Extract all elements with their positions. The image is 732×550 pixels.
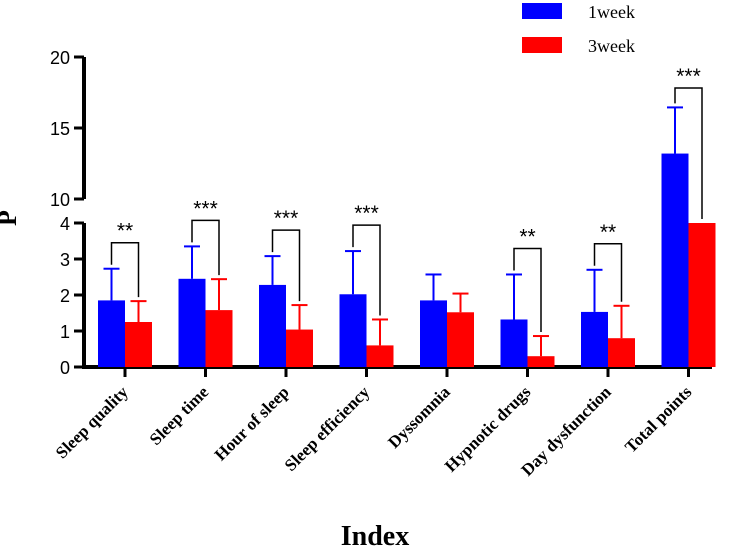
- significance-label: ***: [676, 65, 701, 88]
- bar-3week-6: [527, 356, 555, 367]
- y-axis-title: P: [0, 210, 22, 226]
- bar-1week-6: [500, 319, 528, 367]
- y-tick-label: 2: [60, 286, 70, 306]
- significance-label: **: [600, 221, 616, 244]
- y-tick-label: 10: [50, 190, 70, 210]
- y-tick-label: 3: [60, 250, 70, 270]
- significance-label: ***: [193, 197, 218, 220]
- x-tick-label: Sleep quality: [52, 382, 132, 462]
- x-tick-label: Sleep time: [146, 382, 213, 449]
- bar-3week-3: [286, 329, 313, 367]
- y-tick-label: 0: [60, 358, 70, 378]
- significance-label: **: [519, 225, 535, 248]
- bar-3week-8: [688, 223, 716, 367]
- bar-3week-1: [125, 322, 152, 367]
- y-tick-label: 20: [50, 48, 70, 68]
- plot-area: 10 15 20 0 1 2 3 4 Sleep quality ** Sleep time *** H…: [50, 48, 716, 480]
- bar-1week-7: [581, 311, 608, 367]
- significance-bracket: [593, 243, 623, 302]
- significance-bracket: [191, 219, 220, 276]
- bar-1week-2: [178, 278, 206, 367]
- legend-swatch-1week: [522, 3, 562, 19]
- bar-1week-1: [98, 300, 125, 367]
- significance-label: ***: [274, 207, 299, 230]
- x-tick-label: Hypnotic drugs: [441, 382, 535, 476]
- x-tick-label: Sleep efficiency: [281, 382, 374, 475]
- x-tick-label: Total points: [621, 382, 695, 456]
- significance-bracket: [513, 247, 542, 333]
- bar-3week-2: [205, 310, 233, 367]
- legend-label-1week: 1week: [588, 2, 635, 22]
- bar-1week-8: [661, 153, 689, 367]
- significance-bracket: [271, 229, 301, 302]
- significance-label: **: [117, 220, 133, 243]
- x-tick-label: Dyssomnia: [384, 382, 454, 452]
- significance-label: ***: [354, 202, 379, 225]
- legend-swatch-3week: [522, 37, 562, 53]
- y-tick-label: 15: [50, 119, 70, 139]
- significance-bracket: [674, 87, 703, 219]
- significance-bracket: [110, 241, 140, 298]
- bar-3week-5: [447, 312, 474, 367]
- bar-3week-4: [366, 345, 394, 367]
- x-tick-label: Hour of sleep: [211, 382, 293, 464]
- bar-1week-3: [259, 284, 286, 367]
- y-tick-label: 1: [60, 322, 70, 342]
- legend-label-3week: 3week: [588, 36, 635, 56]
- significance-bracket: [352, 224, 381, 316]
- legend: 1week 3week: [522, 2, 635, 56]
- bar-1week-4: [339, 294, 367, 367]
- y-tick-label: 4: [60, 214, 70, 234]
- bar-1week-5: [420, 300, 447, 367]
- x-axis-title: Index: [341, 521, 409, 550]
- bar-3week-7: [608, 338, 635, 367]
